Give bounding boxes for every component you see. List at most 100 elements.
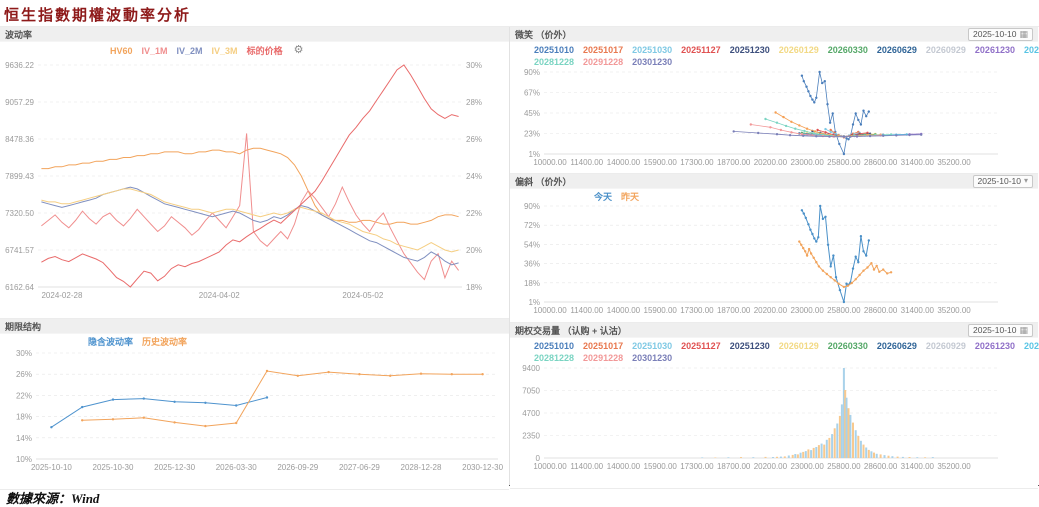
- panel-term-structure: 期限结构 隐含波动率 历史波动率 30% 26% 22% 18% 14% 10% 2025-1…: [0, 319, 509, 490]
- legend-item-20260129[interactable]: 20260129: [778, 45, 819, 55]
- skew-date-value: 2025-10-10: [977, 176, 1021, 186]
- svg-text:18700.00: 18700.00: [717, 306, 751, 315]
- panel-option-volume-header: 期权交易量 （认购 + 认沽） 2025-10-10 ▦: [510, 323, 1038, 338]
- svg-text:1%: 1%: [528, 150, 540, 159]
- legend-item-HV60[interactable]: HV60: [110, 45, 133, 56]
- panel-option-volume: 期权交易量 （认购 + 认沽） 2025-10-10 ▦ 20251010 202…: [510, 323, 1039, 489]
- legend-item-20261230[interactable]: 20261230: [974, 341, 1015, 351]
- volume-date-picker[interactable]: 2025-10-10 ▦: [968, 323, 1033, 337]
- legend-item-隐含波动率[interactable]: 隐含波动率: [88, 336, 134, 347]
- svg-text:2025-10-30: 2025-10-30: [93, 463, 134, 472]
- legend-item-20291228[interactable]: 20291228: [583, 353, 624, 363]
- legend-item-昨天[interactable]: 昨天: [621, 191, 640, 202]
- svg-text:31400.00: 31400.00: [901, 158, 935, 167]
- svg-text:20200.00: 20200.00: [754, 306, 788, 315]
- legend-item-IV_2M[interactable]: IV_2M: [176, 45, 203, 56]
- svg-text:2024-04-02: 2024-04-02: [199, 291, 240, 300]
- page-title: 恒生指數期權波動率分析: [4, 4, 198, 29]
- legend-item-IV_3M[interactable]: IV_3M: [211, 45, 238, 56]
- legend-item-20260330[interactable]: 20260330: [827, 341, 868, 351]
- legend-item-20270629[interactable]: 20270629: [1023, 45, 1039, 55]
- svg-text:20200.00: 20200.00: [754, 158, 788, 167]
- svg-text:18%: 18%: [524, 279, 540, 288]
- svg-text:7320.50: 7320.50: [5, 209, 34, 218]
- svg-text:14000.00: 14000.00: [607, 158, 641, 167]
- legend-item-20251010[interactable]: 20251010: [534, 341, 575, 351]
- legend-item-20301230[interactable]: 20301230: [632, 57, 673, 67]
- right-column: 微笑 （价外） 2025-10-10 ▦ 20251010 20251017 202…: [510, 27, 1039, 489]
- legend-item-IV_1M[interactable]: IV_1M: [141, 45, 168, 56]
- svg-text:25800.00: 25800.00: [827, 306, 861, 315]
- legend-item-20260330[interactable]: 20260330: [827, 45, 868, 55]
- svg-text:2350: 2350: [522, 432, 540, 441]
- legend-item-20251030[interactable]: 20251030: [632, 45, 673, 55]
- volume-legend-row2: 20281228 20291228 20301230: [534, 352, 1038, 364]
- legend-item-20281228[interactable]: 20281228: [534, 57, 575, 67]
- chevron-down-icon: ▾: [1023, 176, 1028, 185]
- svg-text:15900.00: 15900.00: [644, 462, 678, 471]
- svg-text:31400.00: 31400.00: [901, 306, 935, 315]
- calendar-icon: ▦: [1019, 324, 1028, 335]
- svg-text:35200.00: 35200.00: [937, 306, 971, 315]
- legend-item-20251127[interactable]: 20251127: [681, 45, 721, 55]
- svg-text:23000.00: 23000.00: [790, 158, 824, 167]
- svg-text:2028-12-28: 2028-12-28: [401, 463, 442, 472]
- panel-smile-header: 微笑 （价外） 2025-10-10 ▦: [510, 27, 1038, 42]
- legend-item-20301230[interactable]: 20301230: [632, 353, 673, 363]
- legend-item-20260929[interactable]: 20260929: [925, 341, 966, 351]
- panel-option-volume-title: 期权交易量 （认购 + 认沽）: [515, 325, 627, 336]
- data-source: 數據來源：Wind: [6, 491, 100, 506]
- svg-text:28600.00: 28600.00: [864, 158, 898, 167]
- legend-item-20251030[interactable]: 20251030: [632, 341, 673, 351]
- legend-item-20260629[interactable]: 20260629: [876, 45, 917, 55]
- smile-chart: 90% 67% 45% 23% 1%10000.00 11400.00 14000.00 15…: [524, 68, 998, 167]
- legend-item-20260129[interactable]: 20260129: [778, 341, 819, 351]
- svg-text:35200.00: 35200.00: [937, 462, 971, 471]
- legend-item-20251017[interactable]: 20251017: [583, 45, 624, 55]
- svg-text:8478.36: 8478.36: [5, 135, 34, 144]
- skew-date-select[interactable]: 2025-10-10 ▾: [972, 174, 1033, 188]
- svg-text:67%: 67%: [524, 89, 540, 98]
- legend-item-20260929[interactable]: 20260929: [925, 45, 966, 55]
- legend-item-20251230[interactable]: 20251230: [729, 341, 770, 351]
- gear-icon[interactable]: ⚙: [293, 44, 304, 56]
- legend-item-20270629[interactable]: 20270629: [1023, 341, 1039, 351]
- svg-text:4700: 4700: [522, 409, 540, 418]
- legend-item-标的价格[interactable]: 标的价格: [246, 46, 283, 56]
- legend-item-今天[interactable]: 今天: [594, 191, 613, 202]
- legend-item-20291228[interactable]: 20291228: [583, 57, 624, 67]
- svg-text:90%: 90%: [524, 202, 540, 211]
- panel-volatility-header: 波动率: [0, 27, 509, 42]
- svg-text:2024-02-28: 2024-02-28: [41, 291, 82, 300]
- svg-text:17300.00: 17300.00: [680, 462, 714, 471]
- legend-item-20251010[interactable]: 20251010: [534, 45, 575, 55]
- svg-text:15900.00: 15900.00: [644, 158, 678, 167]
- legend-item-20261230[interactable]: 20261230: [974, 45, 1015, 55]
- svg-text:24%: 24%: [466, 172, 482, 181]
- legend-item-历史波动率[interactable]: 历史波动率: [142, 336, 188, 347]
- svg-text:6741.57: 6741.57: [5, 246, 34, 255]
- panel-volatility: 波动率 HV60 IV_1M IV_2M IV_3M 标的价格 ⚙ 9636.22 9057…: [0, 27, 509, 319]
- svg-text:2026-09-29: 2026-09-29: [277, 463, 318, 472]
- smile-date-picker[interactable]: 2025-10-10 ▦: [968, 27, 1033, 41]
- legend-item-20281228[interactable]: 20281228: [534, 353, 575, 363]
- svg-text:9400: 9400: [522, 364, 540, 373]
- volume-date-value: 2025-10-10: [973, 325, 1017, 335]
- skew-legend: 今天 昨天: [594, 190, 1038, 202]
- svg-text:23000.00: 23000.00: [790, 306, 824, 315]
- panel-term-structure-title: 期限结构: [5, 321, 42, 332]
- svg-text:10%: 10%: [16, 455, 32, 464]
- svg-text:9636.22: 9636.22: [5, 61, 34, 70]
- volatility-chart: 9636.22 9057.29 8478.36 7899.43 7320.50 6741.…: [5, 61, 482, 300]
- svg-text:18%: 18%: [16, 413, 32, 422]
- svg-text:14000.00: 14000.00: [607, 462, 641, 471]
- legend-item-20251127[interactable]: 20251127: [681, 341, 721, 351]
- svg-text:30%: 30%: [16, 349, 32, 358]
- svg-text:36%: 36%: [524, 260, 540, 269]
- legend-item-20251230[interactable]: 20251230: [729, 45, 770, 55]
- svg-text:0: 0: [536, 454, 541, 463]
- legend-item-20251017[interactable]: 20251017: [583, 341, 624, 351]
- svg-text:45%: 45%: [524, 109, 540, 118]
- legend-item-20260629[interactable]: 20260629: [876, 341, 917, 351]
